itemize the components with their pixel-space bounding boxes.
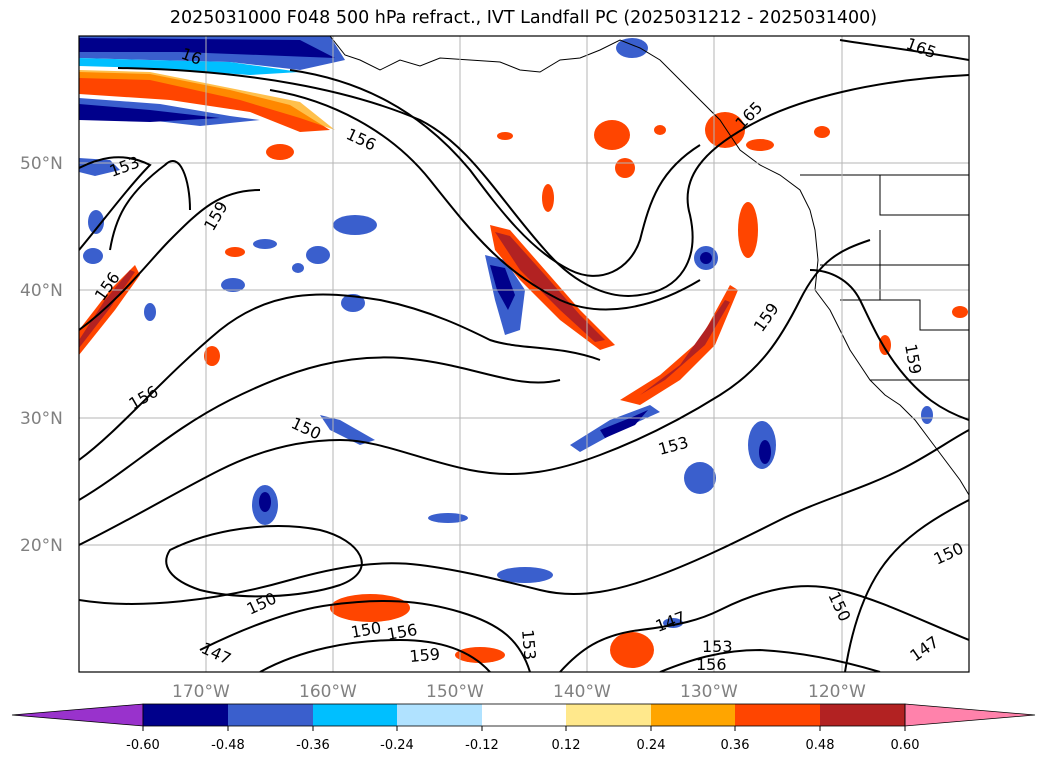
- lon-label: 130°W: [680, 682, 738, 702]
- colorbar-tick: -0.12: [465, 738, 499, 753]
- contour-label: 159: [409, 644, 441, 666]
- map-frame: [78, 35, 970, 673]
- contour-label: 153: [518, 629, 540, 661]
- colorbar-swatch: [482, 704, 566, 726]
- map-plot-area: [79, 36, 969, 672]
- colorbar-tick: -0.36: [296, 738, 330, 753]
- gridlines: [79, 36, 969, 672]
- colorbar-swatch: [820, 704, 905, 726]
- colorbar-tick: 0.24: [637, 738, 666, 753]
- colorbar-swatch: [566, 704, 651, 726]
- colorbar-tick: 0.60: [891, 738, 920, 753]
- lat-labels: 50°N 40°N 30°N 20°N: [20, 154, 63, 556]
- lon-label: 170°W: [172, 682, 230, 702]
- lat-label: 50°N: [20, 154, 63, 174]
- pos-band-northwest: [79, 72, 330, 132]
- colorbar-swatch: [313, 704, 397, 726]
- colorbar-swatch: [228, 704, 313, 726]
- colorbar: -0.60 -0.48 -0.36 -0.24 -0.12 0.12 0.24 …: [11, 703, 1036, 753]
- colorbar-swatch: [651, 704, 735, 726]
- lon-labels: 170°W 160°W 150°W 140°W 130°W 120°W: [172, 682, 866, 702]
- colorbar-tick: -0.48: [211, 738, 245, 753]
- lon-label: 150°W: [426, 682, 484, 702]
- lat-label: 30°N: [20, 409, 63, 429]
- colorbar-swatch: [143, 704, 228, 726]
- lon-label: 160°W: [299, 682, 357, 702]
- contour-label: 153: [702, 637, 733, 656]
- colorbar-tick: -0.24: [380, 738, 414, 753]
- lat-label: 20°N: [20, 536, 63, 556]
- lat-label: 40°N: [20, 281, 63, 301]
- lon-label: 120°W: [808, 682, 866, 702]
- coastline-layer: [329, 36, 969, 496]
- colorbar-swatch: [735, 704, 820, 726]
- contour-label: 156: [696, 655, 727, 674]
- height-contours: [79, 39, 969, 672]
- colorbar-tick: 0.12: [552, 738, 581, 753]
- colorbar-tick: 0.36: [721, 738, 750, 753]
- shading-layer: [79, 36, 968, 668]
- colorbar-min-extend: [11, 703, 144, 727]
- colorbar-swatch: [397, 704, 482, 726]
- colorbar-max-extend: [904, 703, 1036, 727]
- colorbar-tick: 0.48: [806, 738, 835, 753]
- lon-label: 140°W: [553, 682, 611, 702]
- colorbar-tick: -0.60: [126, 738, 160, 753]
- map-title: 2025031000 F048 500 hPa refract., IVT La…: [169, 8, 878, 28]
